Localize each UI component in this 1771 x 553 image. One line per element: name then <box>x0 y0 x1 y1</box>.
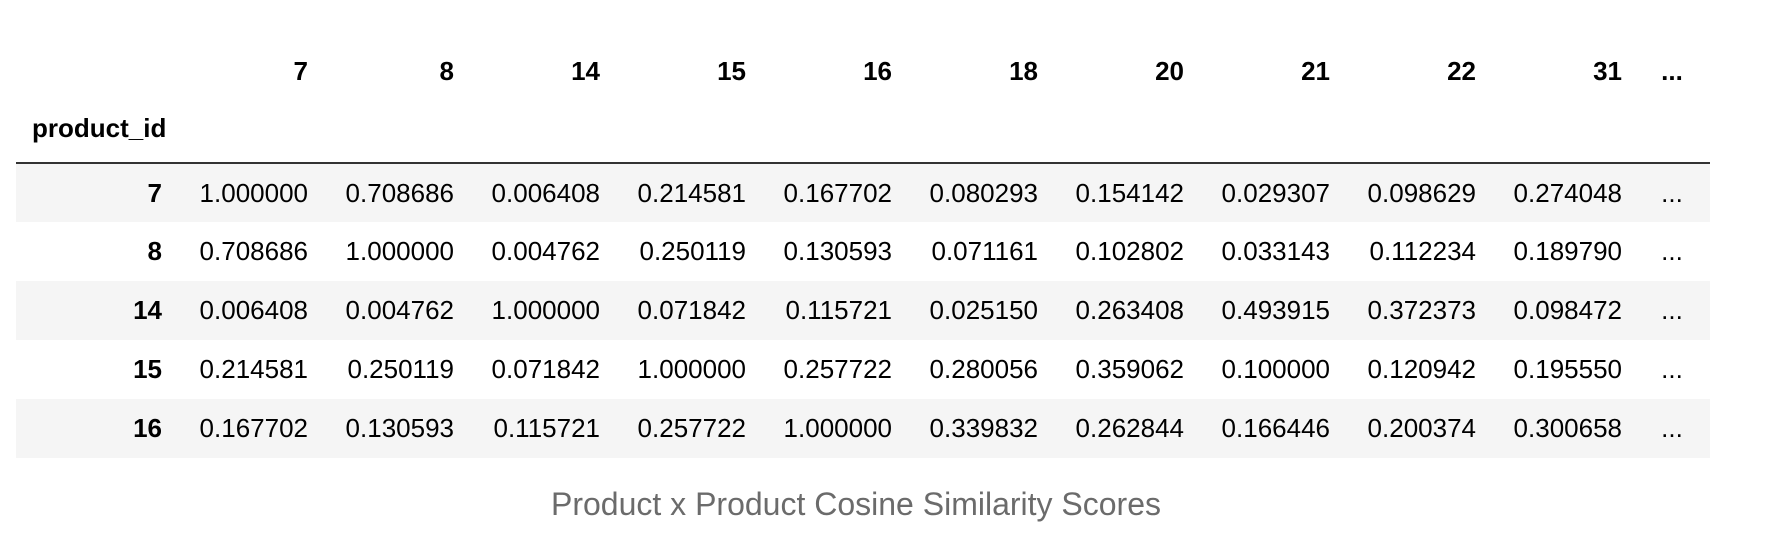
table-row: 8 0.708686 1.000000 0.004762 0.250119 0.13059… <box>16 222 1710 281</box>
empty-header-cell <box>1488 94 1634 163</box>
table-cell: 0.708686 <box>199 236 308 266</box>
column-header: 8 <box>439 55 454 86</box>
column-header: 18 <box>1009 55 1038 86</box>
table-cell: 0.098472 <box>1513 295 1622 325</box>
column-header: 20 <box>1155 55 1184 86</box>
empty-header-cell <box>1050 94 1196 163</box>
table-cell: 0.167702 <box>199 413 308 443</box>
table-cell: 0.195550 <box>1513 354 1622 384</box>
table-cell: 0.102802 <box>1075 236 1184 266</box>
table-cell: 0.359062 <box>1075 354 1184 384</box>
table-cell: 0.004762 <box>491 236 600 266</box>
table-cell: 0.100000 <box>1221 354 1330 384</box>
index-name: product_id <box>32 112 167 143</box>
table-body: 7 1.000000 0.708686 0.006408 0.214581 0.16770… <box>16 163 1710 458</box>
table-cell: 0.262844 <box>1075 413 1184 443</box>
table-cell: 0.115721 <box>493 413 600 443</box>
row-ellipsis: ... <box>1661 236 1683 266</box>
table-cell: 0.339832 <box>929 413 1038 443</box>
table-row: 16 0.167702 0.130593 0.115721 0.257722 1.0000… <box>16 399 1710 458</box>
table-cell: 0.300658 <box>1513 413 1622 443</box>
table-cell: 1.000000 <box>199 177 308 208</box>
table-cell: 0.029307 <box>1221 177 1330 208</box>
column-header: 15 <box>717 55 746 86</box>
empty-header-cell <box>1634 94 1710 163</box>
table-row: 14 0.006408 0.004762 1.000000 0.071842 0.1157… <box>16 281 1710 340</box>
row-label: 15 <box>133 354 162 384</box>
table-cell: 0.250119 <box>347 354 454 384</box>
table-cell: 1.000000 <box>345 236 454 266</box>
column-header: 16 <box>863 55 892 86</box>
table-cell: 0.257722 <box>637 413 746 443</box>
column-header: 21 <box>1301 55 1330 86</box>
table-cell: 0.189790 <box>1513 236 1622 266</box>
table-cell: 0.098629 <box>1367 177 1476 208</box>
index-name-row: product_id <box>16 94 1710 163</box>
table-cell: 0.257722 <box>783 354 892 384</box>
row-ellipsis: ... <box>1661 295 1683 325</box>
empty-header-cell <box>758 94 904 163</box>
table-cell: 0.167702 <box>783 177 892 208</box>
table-cell: 0.033143 <box>1221 236 1330 266</box>
column-header: 31 <box>1593 55 1622 86</box>
table-caption: Product x Product Cosine Similarity Scor… <box>551 486 1161 522</box>
table-cell: 0.071842 <box>491 354 600 384</box>
table-cell: 0.493915 <box>1221 295 1330 325</box>
table-cell: 0.154142 <box>1075 177 1184 208</box>
table-cell: 0.250119 <box>639 236 746 266</box>
table-row: 7 1.000000 0.708686 0.006408 0.214581 0.16770… <box>16 163 1710 222</box>
row-ellipsis: ... <box>1661 413 1683 443</box>
table-cell: 0.214581 <box>199 354 308 384</box>
corner-cell <box>16 48 174 94</box>
table-cell: 0.006408 <box>491 177 600 208</box>
empty-header-cell <box>320 94 466 163</box>
table-cell: 0.214581 <box>637 177 746 208</box>
similarity-table: 7 8 14 15 16 18 20 21 22 31 ... product_… <box>16 48 1710 458</box>
column-header: 7 <box>293 55 308 86</box>
table-cell: 0.708686 <box>345 177 454 208</box>
table-cell: 0.130593 <box>783 236 892 266</box>
empty-header-cell <box>174 94 320 163</box>
table-cell: 0.112234 <box>1369 236 1476 266</box>
table-cell: 0.071842 <box>637 295 746 325</box>
table-cell: 0.004762 <box>345 295 454 325</box>
table-cell: 1.000000 <box>783 413 892 443</box>
table-cell: 0.080293 <box>929 177 1038 208</box>
column-ellipsis: ... <box>1661 55 1683 86</box>
empty-header-cell <box>466 94 612 163</box>
table-cell: 1.000000 <box>637 354 746 384</box>
table-cell: 0.166446 <box>1221 413 1330 443</box>
empty-header-cell <box>1196 94 1342 163</box>
empty-header-cell <box>904 94 1050 163</box>
table-cell: 0.130593 <box>345 413 454 443</box>
table-cell: 0.006408 <box>199 295 308 325</box>
table-row: 15 0.214581 0.250119 0.071842 1.000000 0.2577… <box>16 340 1710 399</box>
table-cell: 0.115721 <box>785 295 892 325</box>
table-cell: 0.280056 <box>929 354 1038 384</box>
table-header: 7 8 14 15 16 18 20 21 22 31 ... product_… <box>16 48 1710 163</box>
table-cell: 1.000000 <box>491 295 600 325</box>
column-header-row: 7 8 14 15 16 18 20 21 22 31 ... <box>16 48 1710 94</box>
table-cell: 0.120942 <box>1367 354 1476 384</box>
column-header: 14 <box>571 55 600 86</box>
empty-header-cell <box>1342 94 1488 163</box>
table-cell: 0.025150 <box>929 295 1038 325</box>
table-cell: 0.071161 <box>931 236 1038 266</box>
table-cell: 0.274048 <box>1513 177 1622 208</box>
row-label: 8 <box>147 236 162 266</box>
row-ellipsis: ... <box>1661 354 1683 384</box>
empty-header-cell <box>612 94 758 163</box>
table-cell: 0.372373 <box>1367 295 1476 325</box>
row-label: 7 <box>147 177 162 208</box>
row-label: 14 <box>133 295 162 325</box>
table-cell: 0.263408 <box>1075 295 1184 325</box>
dataframe-container: 7 8 14 15 16 18 20 21 22 31 ... product_… <box>16 48 1710 458</box>
row-label: 16 <box>133 413 162 443</box>
column-header: 22 <box>1447 55 1476 86</box>
row-ellipsis: ... <box>1661 177 1683 208</box>
table-cell: 0.200374 <box>1367 413 1476 443</box>
